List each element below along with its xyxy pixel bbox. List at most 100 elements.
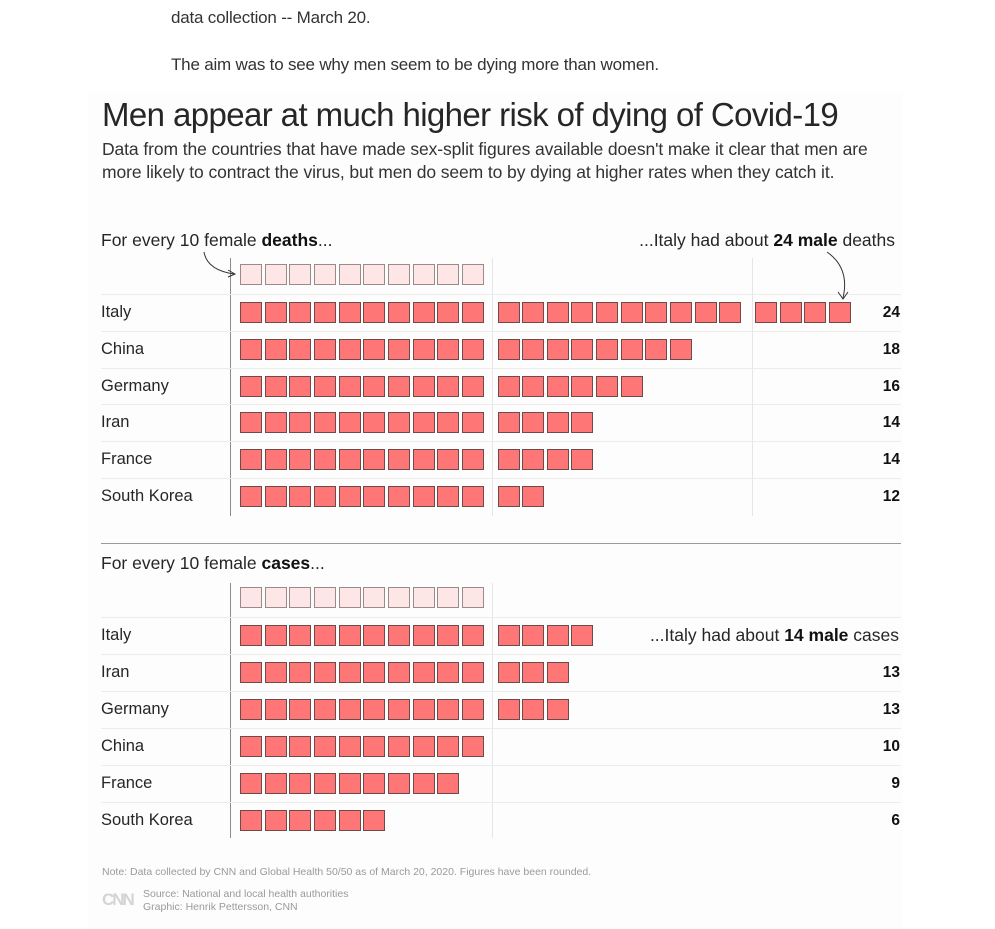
male-square — [264, 698, 287, 720]
male-square — [338, 698, 361, 720]
male-square — [363, 772, 386, 794]
female-square — [313, 264, 336, 285]
male-square — [522, 412, 545, 434]
male-square — [437, 486, 460, 507]
male-square — [437, 772, 460, 794]
male-square — [363, 486, 386, 507]
male-square — [412, 698, 435, 720]
male-square — [363, 661, 386, 683]
male-square — [412, 375, 435, 397]
male-square — [645, 338, 668, 360]
annotation-prefix: ...Italy had about — [639, 230, 774, 250]
male-square — [719, 302, 742, 323]
male-square — [264, 302, 287, 323]
male-square — [596, 375, 619, 397]
annotation-prefix: ...Italy had about — [649, 625, 785, 645]
male-square — [264, 412, 287, 434]
lead-metric: deaths — [261, 230, 318, 250]
male-square — [461, 486, 484, 507]
male-square — [387, 375, 410, 397]
male-square — [264, 625, 287, 646]
credit-line: Graphic: Henrik Pettersson, CNN — [143, 900, 298, 913]
lead-suffix: ... — [310, 553, 325, 573]
male-square — [620, 302, 643, 323]
male-square — [522, 338, 545, 360]
male-square — [571, 302, 594, 323]
male-square — [240, 625, 262, 646]
value-label: 13 — [882, 663, 900, 681]
male-square — [289, 772, 312, 794]
male-square — [240, 772, 262, 794]
female-square — [387, 587, 410, 608]
male-square — [363, 375, 386, 397]
male-square — [461, 698, 484, 720]
male-square — [437, 661, 460, 683]
male-square — [596, 302, 619, 323]
article-paragraph: data collection -- March 20. — [171, 8, 371, 27]
male-square — [264, 449, 287, 471]
male-square — [313, 449, 336, 471]
male-square — [497, 412, 520, 434]
row-separator — [101, 294, 901, 295]
male-square — [522, 302, 545, 323]
country-label: Germany — [101, 699, 169, 718]
male-square — [387, 449, 410, 471]
male-square — [412, 625, 435, 646]
male-square — [522, 486, 545, 507]
chart-note: Note: Data collected by CNN and Global H… — [102, 866, 592, 878]
female-square — [363, 264, 386, 285]
male-square — [546, 661, 569, 683]
male-square — [387, 625, 410, 646]
male-square — [412, 338, 435, 360]
male-square — [240, 375, 262, 397]
country-label: South Korea — [101, 810, 193, 829]
country-label: Germany — [101, 376, 169, 395]
female-square — [240, 264, 262, 285]
male-square — [571, 338, 594, 360]
male-square — [461, 338, 484, 360]
male-square — [437, 698, 460, 720]
value-label: 14 — [882, 451, 900, 469]
male-square — [313, 412, 336, 434]
male-square — [522, 661, 545, 683]
male-square — [694, 302, 717, 323]
male-square — [338, 412, 361, 434]
male-square — [437, 625, 460, 646]
male-square — [571, 375, 594, 397]
female-square — [387, 264, 410, 285]
male-square — [338, 772, 361, 794]
lead-suffix: ... — [317, 230, 333, 250]
male-square — [546, 302, 569, 323]
male-square — [289, 449, 312, 471]
male-square — [412, 449, 435, 471]
male-arrow-icon — [826, 251, 846, 299]
value-label: 14 — [882, 414, 900, 432]
female-square — [313, 587, 336, 608]
male-square — [437, 375, 460, 397]
male-square — [264, 772, 287, 794]
male-square — [289, 302, 312, 323]
male-square — [338, 625, 361, 646]
male-square — [412, 735, 435, 757]
country-label: Iran — [101, 662, 130, 681]
male-square — [313, 661, 336, 683]
male-square — [338, 809, 361, 831]
male-square — [240, 698, 262, 720]
male-square — [264, 661, 287, 683]
male-square — [461, 449, 484, 471]
female-arrow-icon — [203, 251, 235, 275]
male-square — [412, 412, 435, 434]
female-square — [289, 264, 312, 285]
male-square — [497, 486, 520, 507]
row-separator — [101, 404, 901, 406]
male-square — [437, 338, 460, 360]
chart-lead-text: For every 10 female cases... — [101, 553, 325, 574]
male-square — [240, 449, 262, 471]
male-square — [546, 449, 569, 471]
male-square — [313, 338, 336, 360]
male-square — [437, 449, 460, 471]
male-square — [412, 772, 435, 794]
male-square — [387, 338, 410, 360]
male-square — [387, 302, 410, 323]
male-square — [363, 625, 386, 646]
